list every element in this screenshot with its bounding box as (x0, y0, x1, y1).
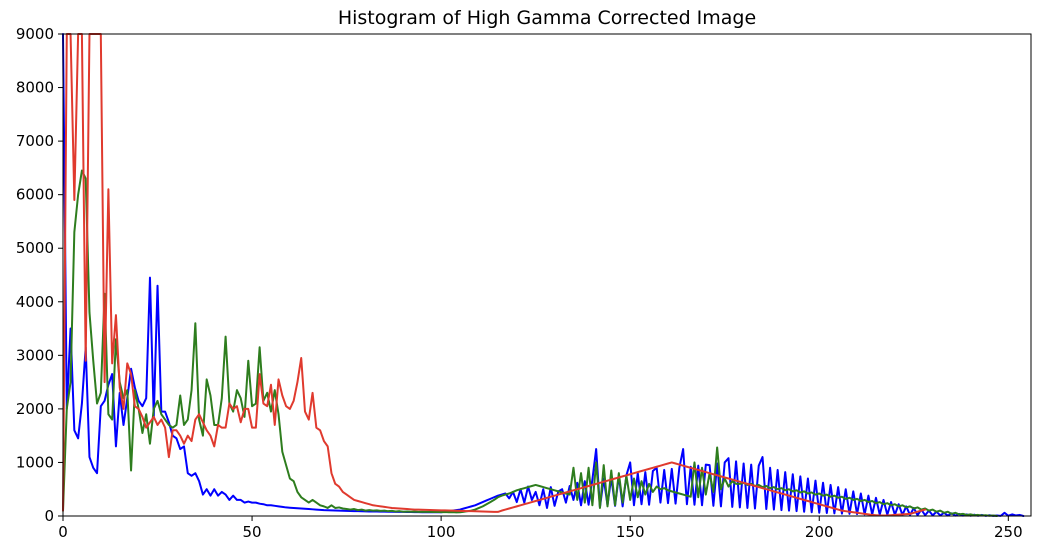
series-line-3 (62, 33, 927, 517)
y-tick-label: 9000 (16, 25, 54, 43)
x-tick-label: 250 (994, 523, 1023, 541)
y-tick-label: 4000 (16, 293, 54, 311)
y-tick-label: 0 (44, 507, 54, 525)
series-layer (62, 33, 1025, 517)
x-tick-label: 50 (243, 523, 262, 541)
x-axis: 0 50 100 150 200 250 (58, 516, 1023, 541)
y-tick-label: 7000 (16, 132, 54, 150)
x-tick-label: 200 (805, 523, 834, 541)
y-tick-label: 6000 (16, 186, 54, 204)
y-tick-label: 2000 (16, 400, 54, 418)
series-line-1 (62, 33, 1025, 517)
chart-title: Histogram of High Gamma Corrected Image (338, 7, 756, 29)
x-tick-label: 100 (427, 523, 456, 541)
y-tick-label: 3000 (16, 346, 54, 364)
x-tick-label: 150 (616, 523, 645, 541)
series-line-2 (62, 169, 998, 517)
y-axis: 0 1000 2000 3000 4000 5000 6000 7000 8000 9000 (16, 25, 63, 525)
y-tick-label: 8000 (16, 79, 54, 97)
x-tick-label: 0 (58, 523, 68, 541)
y-tick-label: 5000 (16, 239, 54, 257)
plot-frame (62, 33, 1032, 517)
y-tick-label: 1000 (16, 453, 54, 471)
